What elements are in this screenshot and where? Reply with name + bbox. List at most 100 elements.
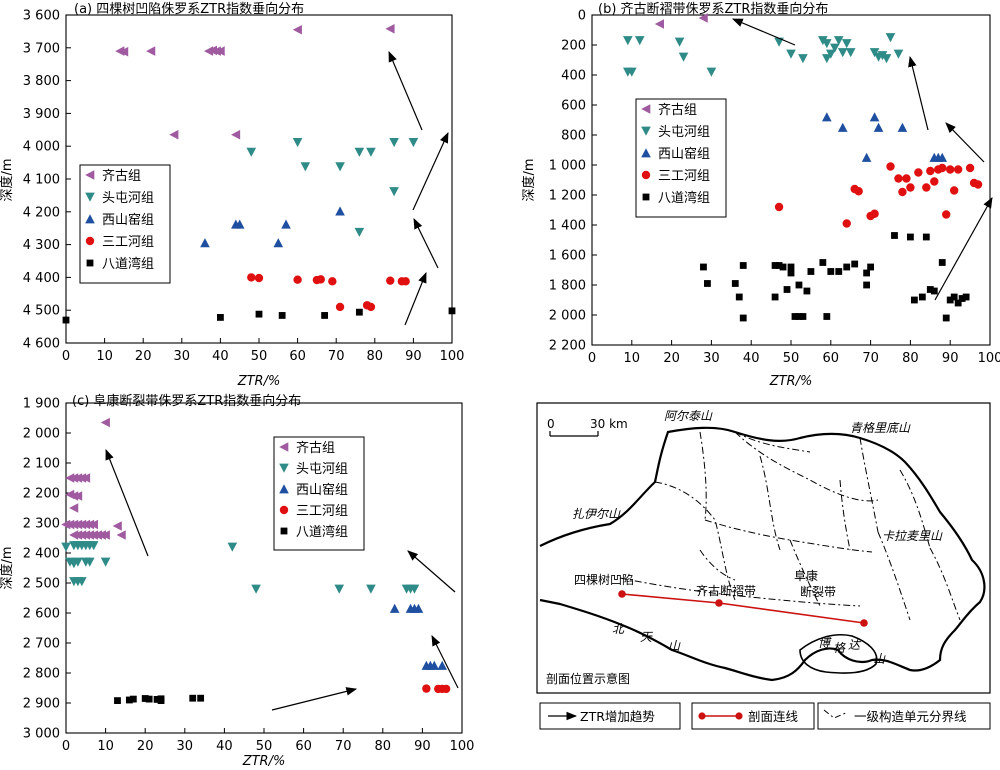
data-point <box>837 48 848 58</box>
data-point <box>73 557 83 567</box>
chart-a-x-axis-label: ZTR/% <box>237 374 281 389</box>
x-tick-label: 20 <box>137 739 154 754</box>
data-point <box>863 281 871 289</box>
data-point <box>200 238 210 248</box>
data-point <box>114 697 121 704</box>
chart-b-y-axis-label: 深度/m <box>521 158 537 201</box>
data-point <box>678 52 689 62</box>
legend-marker <box>85 192 95 202</box>
data-point <box>355 308 363 316</box>
chart-a: (a) 四棵树凹陷侏罗系ZTR指数垂向分布 3 600 3 700 3 800 3 9… <box>0 1 464 389</box>
data-point <box>251 584 261 594</box>
chart-c-x-axis-label: ZTR/% <box>242 754 286 769</box>
data-point <box>930 287 938 295</box>
data-point <box>335 162 345 172</box>
y-tick-label: 2 800 <box>23 667 60 682</box>
chart-b-x-ticks: 0 10 20 30 40 50 60 70 80 90 100 <box>588 340 1000 366</box>
data-point <box>795 281 803 289</box>
chart-c-y-ticks: 1 900 2 000 2 100 2 200 2 300 2 400 2 500 2 600… <box>23 397 71 742</box>
map-frame <box>536 402 991 694</box>
chart-c-x-ticks: 0 10 20 30 40 50 60 70 80 90 100 <box>62 728 474 754</box>
map-label-fukang-2: 断裂带 <box>800 584 836 599</box>
data-point <box>300 162 311 172</box>
x-tick-label: 10 <box>624 351 641 366</box>
data-point <box>401 277 410 286</box>
data-point <box>893 49 904 59</box>
map-label-shan: 山 <box>668 639 681 653</box>
data-point <box>958 295 966 302</box>
data-point <box>204 46 214 56</box>
x-tick-label: 90 <box>405 349 422 364</box>
chart-c-data-points <box>61 417 451 704</box>
legend-marker <box>280 527 288 535</box>
data-point <box>146 46 156 56</box>
x-tick-label: 60 <box>823 351 840 366</box>
data-point <box>129 695 137 703</box>
map-caption: 剖面位置示意图 <box>546 671 630 686</box>
data-point <box>854 187 863 196</box>
legend-line-end-dot <box>735 712 743 720</box>
data-point <box>81 473 91 483</box>
data-point <box>437 660 447 670</box>
data-point <box>654 19 664 29</box>
x-tick-label: 0 <box>62 349 70 364</box>
data-point <box>281 219 291 229</box>
data-point <box>835 268 843 275</box>
data-point <box>674 37 685 47</box>
data-point <box>408 137 419 148</box>
data-point <box>335 302 345 312</box>
data-point <box>125 696 133 704</box>
data-point <box>965 163 975 173</box>
data-point <box>246 147 257 157</box>
data-point <box>321 312 329 319</box>
x-tick-label: 60 <box>289 349 306 364</box>
x-tick-label: 50 <box>783 351 800 366</box>
data-point <box>795 313 803 320</box>
y-tick-label: 2 100 <box>23 457 60 472</box>
chart-a-trend-arrow <box>404 271 427 326</box>
data-point <box>100 417 110 428</box>
data-point <box>62 316 70 324</box>
map-label-ge: 格 <box>833 641 846 655</box>
legend-box <box>273 436 365 551</box>
y-tick-label: 1 400 <box>549 219 586 234</box>
chart-c-trend-arrows <box>105 448 459 711</box>
y-tick-label: 4 100 <box>23 173 60 188</box>
data-point <box>870 209 879 218</box>
chart-c-trend-arrow <box>105 448 149 557</box>
data-point <box>869 112 880 122</box>
x-tick-label: 80 <box>902 351 919 366</box>
data-point <box>949 186 959 195</box>
data-point <box>902 174 911 183</box>
chart-a-trend-arrow <box>388 51 423 131</box>
x-tick-label: 20 <box>135 349 152 364</box>
legend-boundary-label: 一级构造单元分界线 <box>854 709 967 724</box>
legend-marker <box>85 236 95 246</box>
data-point <box>937 152 948 162</box>
data-point <box>786 49 796 59</box>
data-point <box>634 36 645 46</box>
data-point <box>422 684 431 693</box>
y-tick-label: 2 700 <box>23 637 60 652</box>
legend-boundary-box <box>817 702 991 730</box>
data-point <box>851 260 859 268</box>
data-point <box>906 183 915 192</box>
legend-marker <box>85 170 95 180</box>
data-point <box>779 263 787 271</box>
legend-label: 头屯河组 <box>102 191 154 206</box>
map-label-sikeshu: 四棵树凹陷 <box>574 572 634 587</box>
legend-marker <box>85 214 95 224</box>
data-point <box>962 293 970 301</box>
chart-c-trend-arrow <box>271 687 358 711</box>
x-tick-label: 30 <box>703 351 720 366</box>
data-point <box>926 166 935 176</box>
location-map: 0 30 km <box>536 402 991 694</box>
data-point <box>623 36 633 46</box>
data-point <box>366 147 376 157</box>
map-label-kalamaili: 卡拉麦里山 <box>882 529 943 543</box>
data-point <box>293 275 302 284</box>
bogeda-outline <box>799 634 878 674</box>
data-point <box>207 45 217 56</box>
